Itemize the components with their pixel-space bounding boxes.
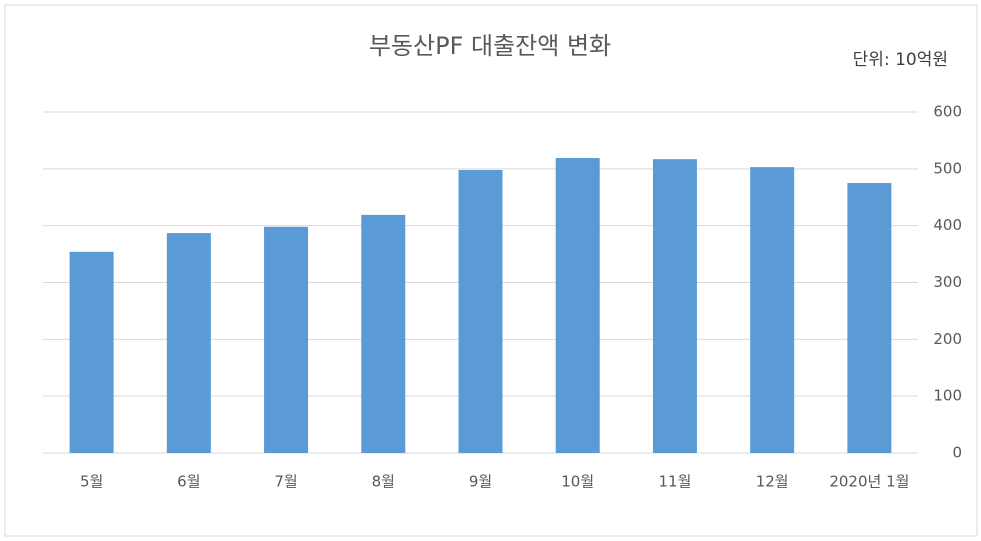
y-tick-label: 400 xyxy=(933,216,962,234)
x-tick-label: 2020년 1월 xyxy=(829,473,909,491)
y-tick-label: 100 xyxy=(933,387,962,405)
y-tick-label: 600 xyxy=(933,103,962,121)
bar xyxy=(652,159,697,453)
x-tick-label: 5월 xyxy=(80,473,103,491)
bar xyxy=(750,167,795,453)
x-tick-label: 9월 xyxy=(469,473,492,491)
x-tick-label: 8월 xyxy=(372,473,395,491)
x-tick-label: 12월 xyxy=(756,473,789,491)
bar xyxy=(264,226,309,453)
y-tick-label: 0 xyxy=(952,444,962,462)
x-tick-label: 7월 xyxy=(274,473,297,491)
y-tick-label: 200 xyxy=(933,330,962,348)
x-tick-label: 6월 xyxy=(177,473,200,491)
x-tick-label: 11월 xyxy=(658,473,691,491)
y-tick-label: 300 xyxy=(933,273,962,291)
bar xyxy=(458,169,503,453)
chart-title: 부동산PF 대출잔액 변화 xyxy=(369,32,611,60)
x-tick-label: 10월 xyxy=(561,473,594,491)
bar xyxy=(69,251,114,453)
unit-label: 단위: 10억원 xyxy=(853,50,948,70)
bar xyxy=(166,233,211,453)
bar xyxy=(361,214,406,453)
y-tick-label: 500 xyxy=(933,159,962,177)
bar xyxy=(555,158,600,453)
bar xyxy=(847,183,892,453)
